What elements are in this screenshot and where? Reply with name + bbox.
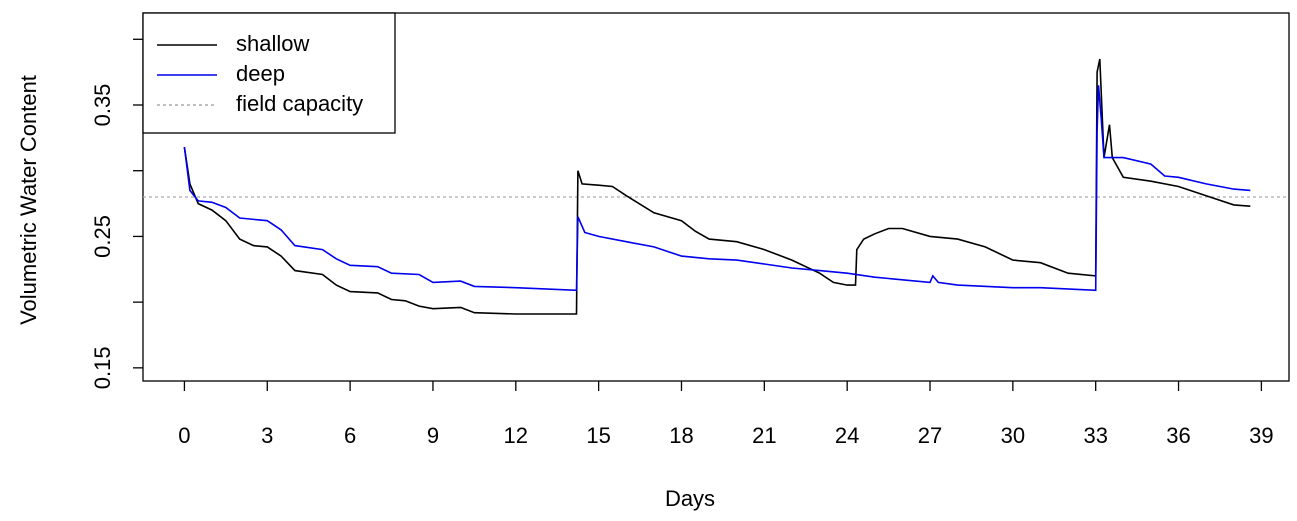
x-tick-label: 33 (1083, 423, 1107, 448)
series-line (183, 58, 1251, 315)
x-tick-label: 6 (344, 423, 356, 448)
x-axis-label: Days (665, 486, 715, 511)
legend-label: deep (236, 61, 285, 86)
legend-label: field capacity (236, 91, 363, 116)
y-axis-label: Volumetric Water Content (16, 75, 41, 325)
y-tick-label: 0.15 (90, 346, 115, 389)
x-tick-label: 30 (1001, 423, 1025, 448)
x-tick-label: 3 (261, 423, 273, 448)
x-tick-label: 12 (504, 423, 528, 448)
y-tick-label: 0.35 (90, 84, 115, 127)
x-tick-label: 39 (1249, 423, 1273, 448)
x-tick-label: 15 (586, 423, 610, 448)
x-tick-label: 9 (427, 423, 439, 448)
x-tick-label: 24 (835, 423, 859, 448)
x-tick-label: 21 (752, 423, 776, 448)
y-tick-label: 0.25 (90, 215, 115, 258)
x-tick-label: 36 (1166, 423, 1190, 448)
legend-label: shallow (236, 31, 309, 56)
x-tick-label: 27 (918, 423, 942, 448)
x-tick-label: 0 (178, 423, 190, 448)
legend-box (142, 12, 396, 134)
x-tick-label: 18 (669, 423, 693, 448)
series-line (183, 85, 1251, 292)
